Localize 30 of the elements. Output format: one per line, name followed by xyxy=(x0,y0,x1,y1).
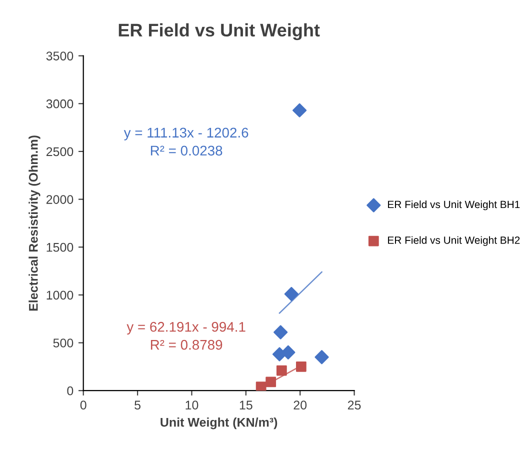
y-tick-label: 3500 xyxy=(46,52,74,60)
point xyxy=(256,382,266,391)
point xyxy=(281,345,296,360)
x-tick-label: 0 xyxy=(80,400,86,410)
point xyxy=(314,350,329,364)
x-axis-title: Unit Weight (KN/m³) xyxy=(160,418,278,430)
y-tick-label: 3000 xyxy=(46,99,74,108)
point xyxy=(296,361,306,372)
point xyxy=(274,325,288,340)
chart-title: ER Field vs Unit Weight xyxy=(118,23,320,40)
x-tick-label: 25 xyxy=(348,400,361,410)
x-tick-label: 15 xyxy=(240,400,252,410)
point xyxy=(276,365,287,376)
point xyxy=(284,286,298,302)
x-tick-label: 20 xyxy=(294,400,307,410)
y-tick-label: 1000 xyxy=(46,290,74,300)
y-tick-label: 2500 xyxy=(46,147,74,156)
legend-label: ER Field vs Unit Weight BH2 xyxy=(388,236,520,246)
y-tick-label: 2000 xyxy=(46,195,74,204)
y-axis-title: Electrical Resistivity (Ohm.m) xyxy=(28,136,40,311)
annotation: y = 111.13x - 1202.6 R² = 0.0238 xyxy=(124,128,248,156)
x-tick-label: 5 xyxy=(134,400,140,410)
y-tick-label: 0 xyxy=(67,386,74,396)
point xyxy=(266,376,276,388)
annotation: y = 62.191x - 994.1 R² = 0.8789 xyxy=(126,322,246,350)
x-tick-label: 10 xyxy=(186,400,198,410)
y-tick-label: 1500 xyxy=(46,242,74,252)
point xyxy=(292,103,307,118)
y-tick-label: 500 xyxy=(53,338,74,348)
legend-label: ER Field vs Unit Weight BH1 xyxy=(388,200,520,210)
